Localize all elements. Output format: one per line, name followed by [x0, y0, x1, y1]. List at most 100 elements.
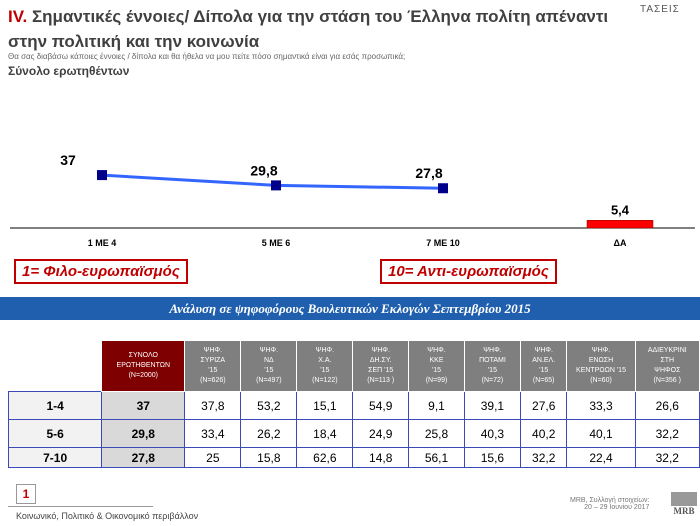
column-header-line: (N=2000): [128, 372, 158, 379]
title-number: IV.: [8, 7, 28, 26]
column-header-line: ΨΗΦ.: [591, 347, 611, 354]
table-cell: 15,8: [240, 447, 298, 468]
table-cell: 40,3: [463, 419, 521, 448]
column-header-line: (N=122): [312, 377, 338, 384]
section-label: Κοινωνικό, Πολιτικό & Οικονομικό περιβάλ…: [16, 511, 199, 521]
chart: 37 29,8 27,8 5,4 1 ΜΕ 4 5 ΜΕ 6 7 ΜΕ 10 ΔΑ: [10, 152, 695, 248]
data-point: [271, 180, 281, 191]
column-header-line: (N=65): [532, 377, 555, 384]
source-text: MRB, Συλλογή στοιχείων:: [570, 497, 650, 504]
category-label: 1 ΜΕ 4: [88, 238, 117, 248]
row-label: 5-6: [7, 419, 103, 448]
table-cell: 32,2: [634, 447, 700, 468]
title-text: Σημαντικές έννοιες/ Δίπολα για την στάση…: [8, 7, 609, 51]
table-cell: 9,1: [408, 391, 465, 420]
table-cell: 24,9: [352, 419, 410, 448]
table-cell: 39,1: [463, 391, 521, 420]
table-cell: 18,4: [296, 419, 354, 448]
column-header: ΨΗΦ. ΝΔ '15 (N=497): [240, 340, 298, 392]
source-note: MRB, Συλλογή στοιχείων: 20 – 29 Ιουνίου 2…: [570, 497, 649, 511]
column-header-line: ΨΗΦ.: [203, 347, 223, 354]
column-header-line: (N=626): [200, 377, 226, 384]
table-row: 1-4 37 37,8 53,2 15,1 54,9 9,1 39,1 27,6 33,3 26,6: [7, 391, 700, 420]
table-cell: 40,2: [519, 419, 568, 448]
column-header-line: ΕΡΩΤΗΘΕΝΤΩΝ: [116, 362, 171, 369]
source-dates: 20 – 29 Ιουνίου 2017: [584, 504, 650, 511]
table-row: 7-10 27,8 25 15,8 62,6 14,8 56,1 15,6 32,2 22,4 32…: [7, 447, 700, 468]
column-header-line: (N=113 ): [367, 377, 395, 384]
table-row: 5-6 29,8 33,4 26,2 18,4 24,9 25,8 40,3 40,2 40,1 3…: [7, 419, 700, 448]
column-header-line: ΨΗΦ.: [534, 347, 553, 354]
table-cell: 25,8: [408, 419, 465, 448]
column-header-line: ΨΗΦ.: [315, 347, 335, 354]
mrb-logo-text: MRB: [673, 506, 695, 516]
column-header-line: ΚΕΝΤΡΩΩΝ '15: [576, 367, 626, 374]
header-blank: [8, 340, 102, 392]
bar-da: [586, 220, 654, 229]
column-header: ΑΔΙΕΥΚΡΙΝΙ ΣΤΗ ΨΗΦΟΣ (N=356 ): [634, 340, 700, 392]
table-cell: 22,4: [566, 447, 636, 468]
category-label: ΔΑ: [614, 238, 627, 248]
table-cell: 26,2: [240, 419, 298, 448]
column-header-line: ΨΗΦ.: [427, 347, 446, 354]
column-header-line: Χ.Α.: [318, 357, 332, 364]
results-table: ΣΥΝΟΛΟ ΕΡΩΤΗΘΕΝΤΩΝ (N=2000) ΨΗΦ. ΣΥΡΙΖΑ '15 (N…: [7, 340, 700, 468]
logo: ΤΑΣΕΙΣ: [640, 4, 680, 15]
column-header-line: '15: [487, 367, 497, 374]
column-header-line: ΨΗΦ.: [483, 347, 502, 354]
column-header: ΨΗΦ. ΑΝ.ΕΛ. '15 (N=65): [519, 340, 568, 392]
column-header: ΨΗΦ. ΔΗ.ΣΥ. ΣΕΠ '15 (N=113 ): [352, 340, 410, 392]
table-cell: 15,1: [296, 391, 354, 420]
footer-divider: [8, 506, 153, 507]
category-label: 5 ΜΕ 6: [262, 238, 291, 248]
column-header-line: ΣΤΗ: [660, 357, 675, 364]
page-number: 1: [16, 484, 36, 504]
table-cell: 32,2: [634, 419, 700, 448]
analysis-banner: Ανάλυση σε ψηφοφόρους Βουλευτικών Εκλογώ…: [0, 297, 700, 320]
column-header: ΨΗΦ. Χ.Α. '15 (N=122): [296, 340, 354, 392]
table-cell: 29,8: [101, 419, 186, 448]
column-header: ΨΗΦ. ΠΟΤΑΜΙ '15 (N=72): [463, 340, 521, 392]
column-header-line: ΕΝΩΣΗ: [588, 357, 614, 364]
table-cell: 32,2: [519, 447, 568, 468]
column-header-line: ΣΥΡΙΖΑ: [200, 357, 226, 364]
column-header-line: ΔΗ.ΣΥ.: [369, 357, 392, 364]
column-header: ΨΗΦ. ΕΝΩΣΗ ΚΕΝΤΡΩΩΝ '15 (N=60): [566, 340, 636, 392]
table-cell: 27,6: [519, 391, 568, 420]
table-cell: 26,6: [634, 391, 700, 420]
column-header-line: '15: [320, 367, 330, 374]
column-header-line: ΚΚΕ: [429, 357, 444, 364]
column-header-line: ΑΝ.ΕΛ.: [532, 357, 556, 364]
table-cell: 54,9: [352, 391, 410, 420]
mrb-logo: MRB: [671, 492, 697, 522]
legend-low: 1= Φιλο-ευρωπαϊσμός: [14, 259, 188, 284]
column-header-line: '15: [208, 367, 218, 374]
column-header: ΨΗΦ. ΚΚΕ '15 (N=99): [408, 340, 465, 392]
row-label: 1-4: [7, 391, 103, 420]
category-label: 7 ΜΕ 10: [426, 238, 460, 248]
column-header-line: (N=60): [590, 377, 612, 384]
table-cell: 40,1: [566, 419, 636, 448]
table-cell: 62,6: [296, 447, 354, 468]
table-cell: 14,8: [352, 447, 410, 468]
data-label: 29,8: [250, 162, 277, 178]
table-cell: 53,2: [240, 391, 298, 420]
column-header-line: (N=72): [481, 377, 504, 384]
column-header-line: (N=356 ): [653, 377, 681, 384]
table-cell: 15,6: [463, 447, 521, 468]
legend-high: 10= Αντι-ευρωπαϊσμός: [380, 259, 557, 284]
column-header-line: ΨΗΦ.: [371, 347, 390, 354]
column-header-line: (N=497): [256, 377, 282, 384]
column-header-line: ΝΔ: [263, 357, 274, 364]
data-point: [438, 183, 448, 194]
base-label: Σύνολο ερωτηθέντων: [8, 64, 130, 78]
column-header: ΨΗΦ. ΣΥΡΙΖΑ '15 (N=626): [184, 340, 242, 392]
column-header-line: '15: [431, 367, 442, 374]
table-cell: 25: [184, 447, 242, 468]
column-header: ΣΥΝΟΛΟ ΕΡΩΤΗΘΕΝΤΩΝ (N=2000): [101, 340, 186, 392]
column-header-line: (N=99): [425, 377, 448, 384]
row-label: 7-10: [7, 447, 103, 468]
column-header-line: ΣΕΠ '15: [368, 367, 394, 374]
table-cell: 37: [101, 391, 186, 420]
column-header-line: ΑΔΙΕΥΚΡΙΝΙ: [647, 347, 687, 354]
